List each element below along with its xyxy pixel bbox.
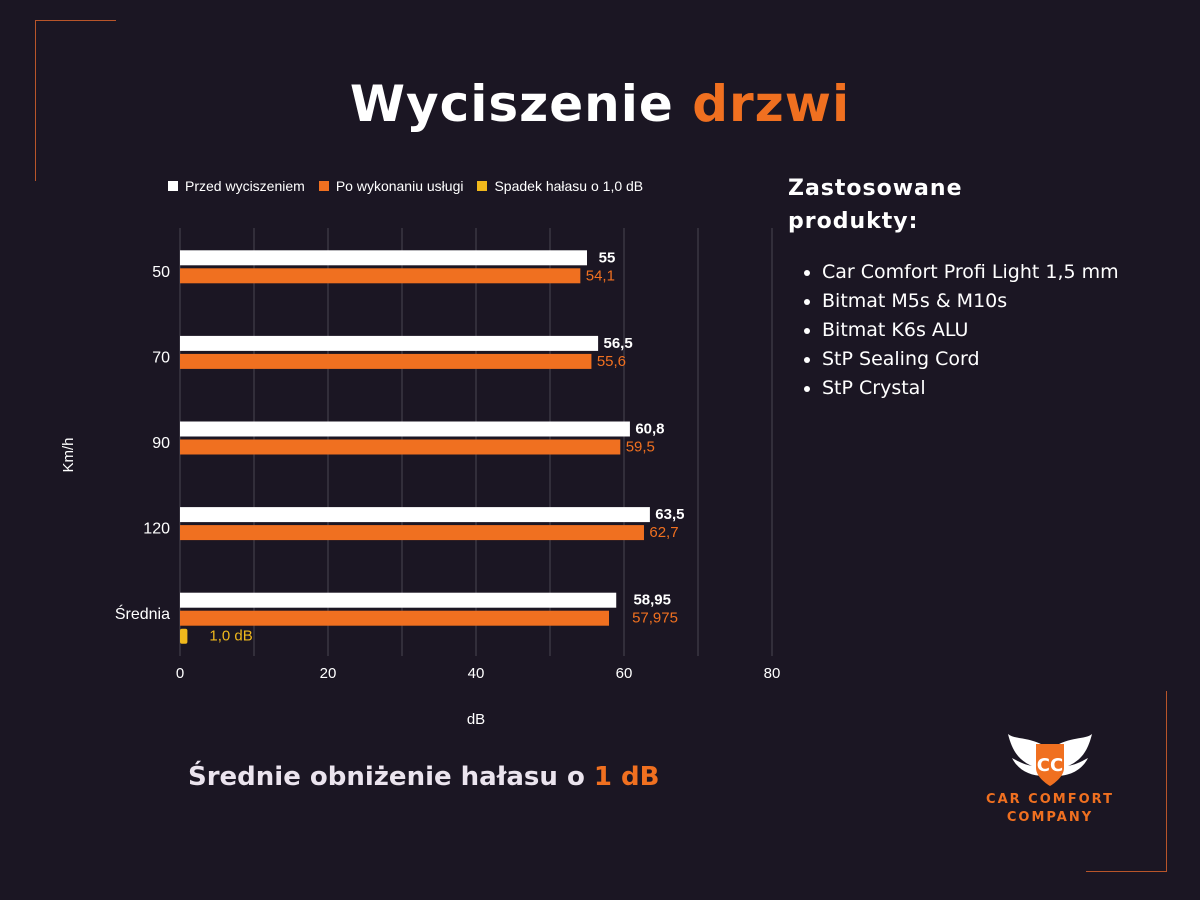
x-tick-label: 80 <box>764 665 781 682</box>
title-part-2: drzwi <box>692 75 851 133</box>
bar-before <box>180 507 650 523</box>
page-title: Wyciszenie drzwi <box>0 75 1200 133</box>
data-label: 56,5 <box>603 335 632 352</box>
legend-label-before: Przed wyciszeniem <box>185 178 305 194</box>
data-label: 59,5 <box>626 439 655 456</box>
logo-line1: CAR COMFORT <box>986 792 1114 807</box>
decorative-corner-bottom-right <box>1086 691 1167 872</box>
data-label: 54,1 <box>586 267 615 284</box>
legend-swatch-reduction <box>477 181 488 191</box>
legend-item-after: Po wykonaniu usługi <box>318 178 464 194</box>
category-label: 50 <box>152 264 170 281</box>
bar-before <box>180 250 587 266</box>
data-label: 55 <box>599 249 616 266</box>
legend-item-before: Przed wyciszeniem <box>168 178 305 194</box>
logo-line2: COMPANY <box>1006 810 1094 825</box>
data-label: 62,7 <box>649 524 678 541</box>
winged-shield-icon: CC <box>1008 734 1092 786</box>
category-label: 90 <box>152 435 170 452</box>
products-heading: Zastosowane produkty: <box>788 172 1168 238</box>
product-item: Bitmat M5s & M10s <box>822 287 1168 316</box>
data-label: 55,6 <box>597 353 626 370</box>
x-tick-label: 20 <box>320 665 337 682</box>
data-label: 58,95 <box>633 592 671 609</box>
product-item: Bitmat K6s ALU <box>822 316 1168 345</box>
category-label: Średnia <box>115 604 170 623</box>
legend-item-reduction: Spadek hałasu o 1,0 dB <box>477 178 643 194</box>
bar-before <box>180 421 630 437</box>
legend-label-after: Po wykonaniu usługi <box>335 178 464 194</box>
product-item: StP Crystal <box>822 374 1168 403</box>
category-label: 120 <box>143 521 170 538</box>
bar-after <box>180 610 610 626</box>
bar-after <box>180 268 581 284</box>
data-label: 60,8 <box>635 421 664 438</box>
data-label: 57,975 <box>632 610 678 627</box>
products-heading-line2: produkty: <box>788 209 919 234</box>
data-label: 63,5 <box>655 506 684 523</box>
summary-highlight: 1 dB <box>593 762 660 792</box>
x-tick-label: 0 <box>176 665 184 682</box>
x-axis-title: dB <box>467 711 485 728</box>
x-tick-label: 40 <box>468 665 485 682</box>
data-label: 1,0 dB <box>209 628 252 645</box>
title-part-1: Wyciszenie <box>349 75 674 133</box>
bar-before <box>180 592 617 608</box>
products-panel: Zastosowane produkty: Car Comfort Profi … <box>788 172 1168 403</box>
product-item: StP Sealing Cord <box>822 345 1168 374</box>
bar-after <box>180 525 644 541</box>
decorative-corner-top-left <box>35 20 116 181</box>
bar-after <box>180 439 621 455</box>
bar-before <box>180 335 599 351</box>
category-label: 70 <box>152 349 170 366</box>
x-tick-label: 60 <box>616 665 633 682</box>
legend-label-reduction: Spadek hałasu o 1,0 dB <box>494 178 644 194</box>
bar-after <box>180 353 592 369</box>
summary-main: Średnie obniżenie hałasu o <box>188 762 585 792</box>
legend-swatch-after <box>318 181 329 191</box>
products-list: Car Comfort Profi Light 1,5 mm Bitmat M5… <box>788 258 1168 403</box>
chart-legend: Przed wyciszeniem Po wykonaniu usługi Sp… <box>168 178 643 194</box>
summary-text: Średnie obniżenie hałasu o 1 dB <box>188 762 659 792</box>
bar-chart: 0 20 40 60 80dBKm/h505554,17056,555,69060,85… <box>60 228 781 728</box>
y-axis-title: Km/h <box>60 437 77 472</box>
bar-reduction <box>180 628 188 644</box>
legend-swatch-before <box>168 181 178 191</box>
company-logo: CC CAR COMFORT COMPANY <box>960 730 1140 840</box>
logo-mark: CC <box>1037 755 1063 776</box>
product-item: Car Comfort Profi Light 1,5 mm <box>822 258 1168 287</box>
products-heading-line1: Zastosowane <box>788 176 963 201</box>
